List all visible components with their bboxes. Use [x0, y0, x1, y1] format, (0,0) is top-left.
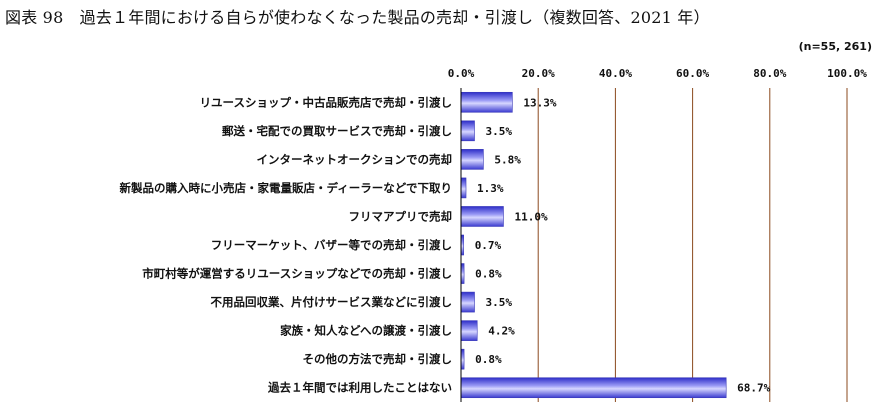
figure-title: 図表 98 過去１年間における自らが使わなくなった製品の売却・引渡し（複数回答、… [5, 8, 710, 27]
data-label: 13.3% [523, 96, 556, 109]
category-label: 家族・知人などへの譲渡・引渡し [280, 324, 452, 338]
category-label: 不用品回収業、片付けサービス業などに引渡し [211, 295, 453, 309]
data-labels: 13.3% 3.5% 5.8% 1.3% 11.0% 0.7% 0.8% 3.5% 4.2% 0.… [475, 96, 771, 394]
category-label: インターネットオークションでの売却 [257, 152, 453, 166]
data-label: 68.7% [737, 382, 770, 395]
category-labels: リユースショップ・中古品販売店で売却・引渡し郵送・宅配での買取サービスで売却・引… [120, 95, 452, 394]
sample-size-note: (n=55, 261) [798, 40, 872, 53]
x-axis-ticks: 0.0% 20.0% 40.0% 60.0% 80.0% 100.0% [448, 67, 867, 80]
bar [460, 291, 475, 313]
x-tick-label: 20.0% [522, 67, 555, 80]
bar [460, 177, 467, 199]
category-label: 過去１年間では利用したことはない [267, 381, 452, 395]
bars [460, 91, 727, 399]
category-label: 新製品の購入時に小売店・家電量販店・ディーラーなどで下取り [120, 181, 452, 195]
x-tick-label: 60.0% [676, 67, 709, 80]
bar [460, 377, 727, 399]
data-label: 3.5% [486, 125, 513, 138]
data-label: 3.5% [486, 296, 513, 309]
bar [460, 206, 504, 227]
category-label: リユースショップ・中古品販売店で売却・引渡し [200, 95, 452, 109]
x-tick-label: 80.0% [753, 67, 786, 80]
gridlines [537, 88, 848, 402]
data-label: 11.0% [514, 210, 547, 223]
data-label: 0.8% [475, 353, 502, 366]
data-label: 5.8% [494, 153, 521, 166]
category-label: その他の方法で売却・引渡し [303, 352, 453, 366]
category-label: 市町村等が運営するリユースショップなどでの売却・引渡し [142, 267, 452, 281]
data-label: 4.2% [488, 325, 515, 338]
bar [460, 120, 475, 142]
category-label: フリーマーケット、バザー等での売却・引渡し [211, 238, 452, 252]
bar [460, 149, 484, 170]
x-tick-label: 40.0% [599, 67, 632, 80]
x-tick-label: 0.0% [448, 67, 475, 80]
bar [460, 91, 513, 113]
data-label: 1.3% [477, 182, 504, 195]
category-label: 郵送・宅配での買取サービスで売却・引渡し [222, 124, 452, 138]
bar [460, 320, 478, 341]
data-label: 0.8% [475, 268, 502, 281]
x-tick-label: 100.0% [827, 67, 867, 80]
data-label: 0.7% [475, 239, 502, 252]
category-label: フリマアプリで売却 [349, 209, 453, 223]
